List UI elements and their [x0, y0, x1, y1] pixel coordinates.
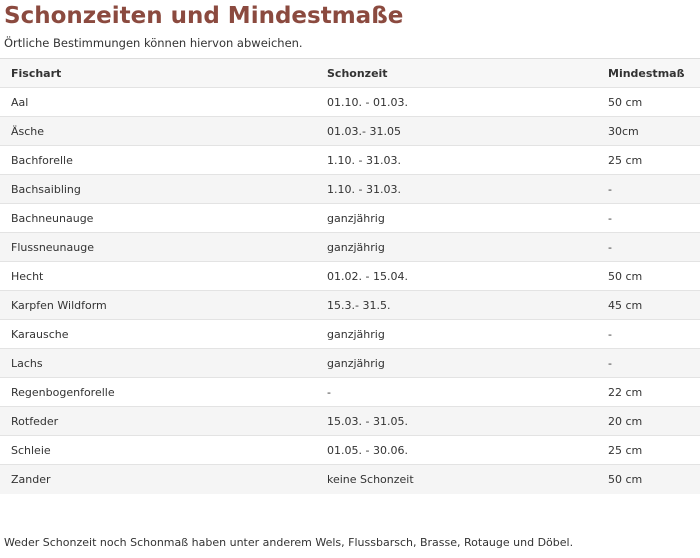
cell-mindestmass: - [597, 232, 700, 262]
fish-regulations-table: Fischart Schonzeit Mindestmaß Aal 01.10. … [0, 58, 700, 494]
cell-schonzeit: 15.3.- 31.5. [316, 290, 597, 320]
cell-mindestmass: 25 cm [597, 435, 700, 465]
cell-schonzeit: ganzjährig [316, 232, 597, 262]
cell-mindestmass: 22 cm [597, 377, 700, 407]
cell-mindestmass: 20 cm [597, 406, 700, 436]
cell-fischart: Bachneunauge [0, 203, 316, 233]
cell-mindestmass: - [597, 319, 700, 349]
cell-mindestmass: 50 cm [597, 464, 700, 494]
cell-schonzeit: 15.03. - 31.05. [316, 406, 597, 436]
cell-fischart: Äsche [0, 116, 316, 146]
table-row: Lachs ganzjährig - [0, 348, 700, 378]
cell-fischart: Aal [0, 87, 316, 117]
cell-schonzeit: 01.05. - 30.06. [316, 435, 597, 465]
table-row: Zander keine Schonzeit 50 cm [0, 464, 700, 494]
cell-fischart: Karausche [0, 319, 316, 349]
cell-schonzeit: - [316, 377, 597, 407]
cell-schonzeit: 1.10. - 31.03. [316, 174, 597, 204]
cell-fischart: Regenbogenforelle [0, 377, 316, 407]
cell-fischart: Bachforelle [0, 145, 316, 175]
table-row: Schleie 01.05. - 30.06. 25 cm [0, 435, 700, 465]
table-row: Flussneunauge ganzjährig - [0, 232, 700, 262]
table-row: Aal 01.10. - 01.03. 50 cm [0, 87, 700, 117]
cell-fischart: Flussneunauge [0, 232, 316, 262]
cell-schonzeit: 1.10. - 31.03. [316, 145, 597, 175]
cell-mindestmass: 30cm [597, 116, 700, 146]
table-row: Regenbogenforelle -22 cm [0, 377, 700, 407]
cell-schonzeit: 01.03.- 31.05 [316, 116, 597, 146]
cell-schonzeit: 01.02. - 15.04. [316, 261, 597, 291]
header-schonzeit: Schonzeit [316, 58, 597, 88]
cell-fischart: Rotfeder [0, 406, 316, 436]
cell-mindestmass: - [597, 174, 700, 204]
table-body: Aal 01.10. - 01.03. 50 cm Äsche 01.03.- 31.0… [0, 87, 700, 494]
cell-schonzeit: ganzjährig [316, 319, 597, 349]
cell-schonzeit: ganzjährig [316, 203, 597, 233]
table-row: Karausche ganzjährig - [0, 319, 700, 349]
page-title: Schonzeiten und Mindestmaße [4, 3, 404, 29]
table-header: Fischart Schonzeit Mindestmaß [0, 58, 700, 88]
table-row: Karpfen Wildform 15.3.- 31.5. 45 cm [0, 290, 700, 320]
table-row: Bachneunauge ganzjährig - [0, 203, 700, 233]
cell-mindestmass: - [597, 203, 700, 233]
cell-mindestmass: 50 cm [597, 261, 700, 291]
cell-fischart: Hecht [0, 261, 316, 291]
cell-fischart: Schleie [0, 435, 316, 465]
cell-mindestmass: - [597, 348, 700, 378]
cell-fischart: Karpfen Wildform [0, 290, 316, 320]
table-row: Rotfeder 15.03. - 31.05. 20 cm [0, 406, 700, 436]
cell-schonzeit: 01.10. - 01.03. [316, 87, 597, 117]
page-subtitle: Örtliche Bestimmungen können hiervon abw… [4, 36, 303, 50]
cell-mindestmass: 45 cm [597, 290, 700, 320]
table-row: Hecht 01.02. - 15.04. 50 cm [0, 261, 700, 291]
cell-mindestmass: 50 cm [597, 87, 700, 117]
cell-mindestmass: 25 cm [597, 145, 700, 175]
table-header-row: Fischart Schonzeit Mindestmaß [0, 58, 700, 88]
table-row: Bachsaibling 1.10. - 31.03. - [0, 174, 700, 204]
cell-fischart: Zander [0, 464, 316, 494]
table-row: Bachforelle 1.10. - 31.03. 25 cm [0, 145, 700, 175]
cell-schonzeit: ganzjährig [316, 348, 597, 378]
header-fischart: Fischart [0, 58, 316, 88]
table-row: Äsche 01.03.- 31.05 30cm [0, 116, 700, 146]
cell-schonzeit: keine Schonzeit [316, 464, 597, 494]
footnote: Weder Schonzeit noch Schonmaß haben unte… [4, 536, 574, 549]
header-mindestmass: Mindestmaß [597, 58, 700, 88]
cell-fischart: Bachsaibling [0, 174, 316, 204]
cell-fischart: Lachs [0, 348, 316, 378]
